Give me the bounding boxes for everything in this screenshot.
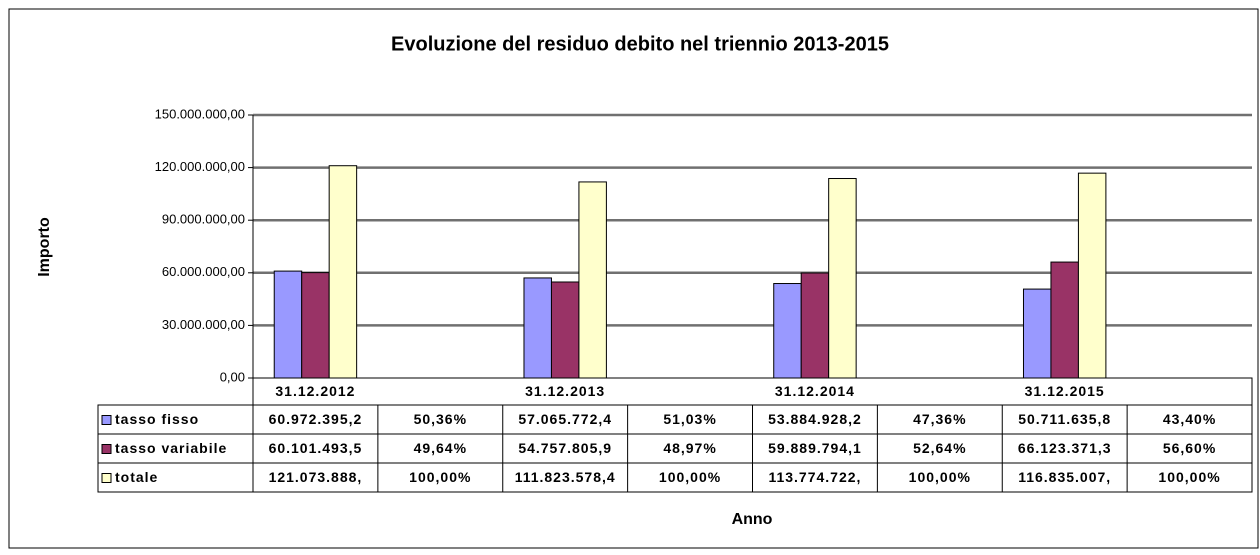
bar <box>1077 172 1107 379</box>
table-value: 60.101.493,5 <box>269 440 363 456</box>
table-value: 47,36% <box>913 411 966 427</box>
bar <box>800 272 830 379</box>
x-axis-title: Anno <box>732 511 773 528</box>
y-tick-label: 30.000.000,00 <box>162 317 245 332</box>
table-value: 43,40% <box>1163 411 1216 427</box>
table-value: 100,00% <box>659 469 721 485</box>
table-value: 50,36% <box>414 411 467 427</box>
y-tick-label: 150.000.000,00 <box>155 106 245 121</box>
table-value: 57.065.772,4 <box>518 411 612 427</box>
bar <box>1050 261 1079 379</box>
table-value: 50.711.635,8 <box>1018 411 1111 427</box>
table-value: 100,00% <box>1158 469 1220 485</box>
bar <box>773 283 802 379</box>
legend-key <box>101 473 112 483</box>
bar <box>550 281 580 379</box>
bar <box>1022 288 1052 379</box>
chart-border <box>8 8 1259 549</box>
bar <box>301 272 330 379</box>
x-tick-label: 31.12.2015 <box>1025 383 1105 399</box>
table-value: 49,64% <box>414 440 467 456</box>
y-tick-label: 120.000.000,00 <box>155 159 245 174</box>
table-value: 100,00% <box>409 469 471 485</box>
table-value: 121.073.888, <box>269 469 363 485</box>
bar <box>328 165 358 379</box>
chart-title: Evoluzione del residuo debito nel trienn… <box>391 33 889 55</box>
bar <box>523 277 552 379</box>
x-tick-label: 31.12.2012 <box>275 383 355 399</box>
table-value: 53.884.928,2 <box>768 411 862 427</box>
y-tick-label: 90.000.000,00 <box>162 212 245 227</box>
table-value: 48,97% <box>663 440 716 456</box>
x-tick-label: 31.12.2013 <box>525 383 605 399</box>
table-value: 56,60% <box>1163 440 1216 456</box>
table-value: 52,64% <box>913 440 966 456</box>
table-value: 60.972.395,2 <box>269 411 363 427</box>
table-value: 113.774.722, <box>768 469 861 485</box>
y-tick-label: 60.000.000,00 <box>162 264 245 279</box>
table-value: 116.835.007, <box>1018 469 1111 485</box>
legend-label: totale <box>115 469 158 485</box>
legend-label: tasso variabile <box>115 440 227 456</box>
legend-label: tasso fisso <box>115 411 199 427</box>
table-value: 100,00% <box>909 469 971 485</box>
table-value: 66.123.371,3 <box>1018 440 1112 456</box>
table-value: 51,03% <box>663 411 716 427</box>
legend-key <box>101 444 112 454</box>
table-value: 111.823.578,4 <box>515 469 616 485</box>
bar <box>578 181 607 379</box>
y-tick-label: 0,00 <box>220 369 245 384</box>
x-tick-label: 31.12.2014 <box>775 383 855 399</box>
table-value: 59.889.794,1 <box>768 440 862 456</box>
legend-key <box>101 415 112 425</box>
table-value: 54.757.805,9 <box>518 440 612 456</box>
bar <box>273 270 303 379</box>
bar <box>828 178 857 379</box>
y-axis-title: Importo <box>36 217 53 277</box>
